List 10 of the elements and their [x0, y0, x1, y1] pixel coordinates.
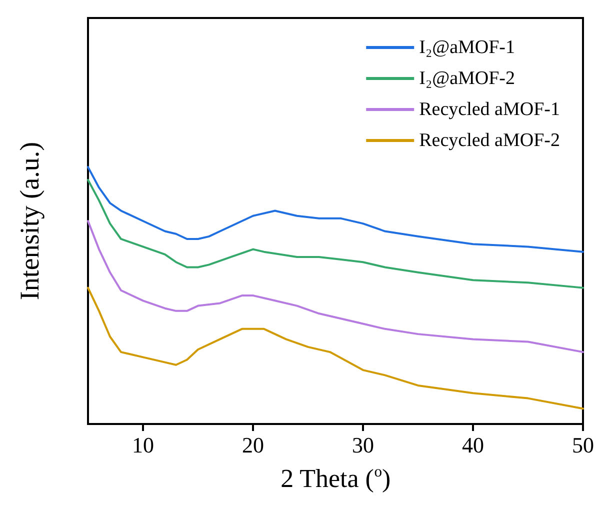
- x-tick-label: 30: [352, 432, 374, 458]
- legend-label: Recycled aMOF-1: [419, 99, 560, 120]
- legend-label: I₂@aMOF-2: [419, 68, 516, 89]
- x-tick-label: 50: [572, 432, 594, 458]
- x-tick-label: 10: [132, 432, 154, 458]
- x-tick-label: 20: [242, 432, 264, 458]
- y-axis-title: Intensity (a.u.): [14, 142, 44, 300]
- legend-label: Recycled aMOF-2: [419, 130, 560, 151]
- x-tick-label: 40: [462, 432, 484, 458]
- legend-label: I₂@aMOF-1: [419, 37, 516, 58]
